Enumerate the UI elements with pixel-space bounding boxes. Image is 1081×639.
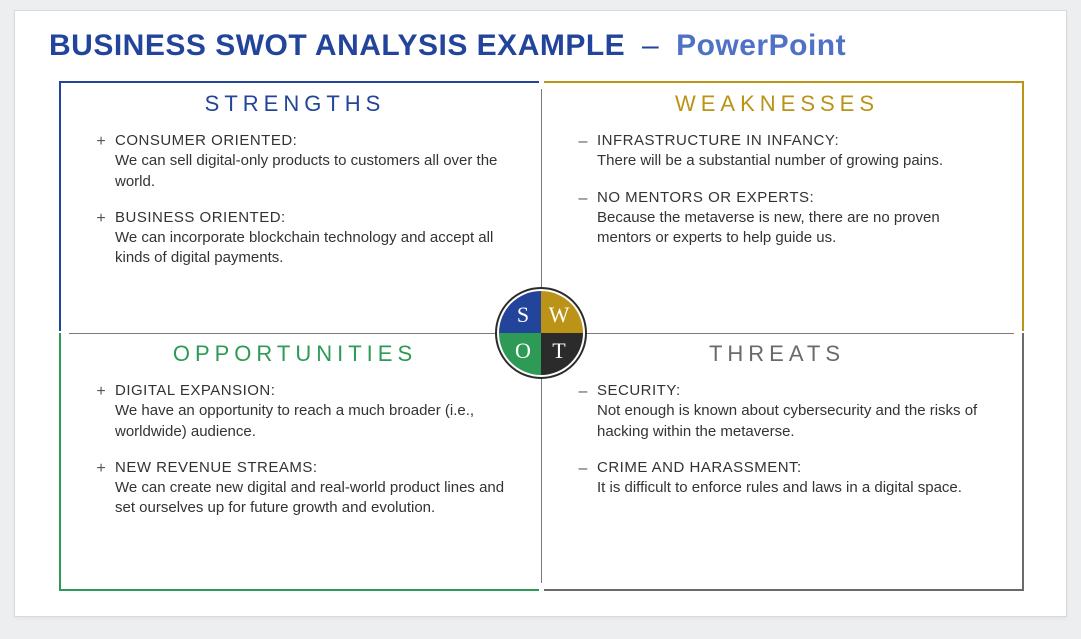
title-dash: – — [642, 29, 659, 62]
swot-circle-icon: S W O T — [499, 291, 583, 375]
heading-weaknesses: WEAKNESSES — [597, 91, 997, 117]
list-item: + BUSINESS ORIENTED: We can incorporate … — [115, 208, 515, 269]
minus-icon: – — [575, 381, 591, 403]
item-heading: INFRASTRUCTURE IN INFANCY: — [597, 132, 839, 149]
item-heading: NEW REVENUE STREAMS: — [115, 459, 318, 476]
item-heading: NO MENTORS OR EXPERTS: — [597, 189, 814, 206]
item-body: Because the metaverse is new, there are … — [597, 209, 940, 246]
list-item: + NEW REVENUE STREAMS: We can create new… — [115, 458, 515, 519]
list-item: – CRIME AND HARASSMENT: It is difficult … — [597, 458, 997, 499]
plus-icon: + — [93, 381, 109, 403]
plus-icon: + — [93, 458, 109, 480]
heading-opportunities: OPPORTUNITIES — [115, 341, 515, 367]
plus-icon: + — [93, 131, 109, 153]
swot-card: BUSINESS SWOT ANALYSIS EXAMPLE – PowerPo… — [14, 10, 1067, 617]
page-title: BUSINESS SWOT ANALYSIS EXAMPLE – PowerPo… — [49, 29, 846, 63]
item-body: We can create new digital and real-world… — [115, 479, 504, 516]
quadrant-opportunities: OPPORTUNITIES + DIGITAL EXPANSION: We ha… — [59, 331, 541, 586]
item-body: There will be a substantial number of gr… — [597, 152, 943, 169]
list-item: – NO MENTORS OR EXPERTS: Because the met… — [597, 188, 997, 249]
title-main: BUSINESS SWOT ANALYSIS EXAMPLE — [49, 29, 625, 62]
quadrant-strengths: STRENGTHS + CONSUMER ORIENTED: We can se… — [59, 81, 541, 336]
item-heading: CONSUMER ORIENTED: — [115, 132, 297, 149]
minus-icon: – — [575, 188, 591, 210]
minus-icon: – — [575, 131, 591, 153]
quadrant-threats: THREATS – SECURITY: Not enough is known … — [541, 331, 1023, 586]
item-body: We can sell digital-only products to cus… — [115, 152, 497, 189]
item-heading: SECURITY: — [597, 382, 681, 399]
item-body: We can incorporate blockchain technology… — [115, 229, 493, 266]
list-item: + DIGITAL EXPANSION: We have an opportun… — [115, 381, 515, 442]
minus-icon: – — [575, 458, 591, 480]
item-heading: DIGITAL EXPANSION: — [115, 382, 275, 399]
quadrant-weaknesses: WEAKNESSES – INFRASTRUCTURE IN INFANCY: … — [541, 81, 1023, 336]
list-item: – SECURITY: Not enough is known about cy… — [597, 381, 997, 442]
item-body: Not enough is known about cybersecurity … — [597, 402, 977, 439]
list-item: + CONSUMER ORIENTED: We can sell digital… — [115, 131, 515, 192]
item-heading: CRIME AND HARASSMENT: — [597, 459, 802, 476]
plus-icon: + — [93, 208, 109, 230]
list-item: – INFRASTRUCTURE IN INFANCY: There will … — [597, 131, 997, 172]
item-body: We have an opportunity to reach a much b… — [115, 402, 474, 439]
title-sub: PowerPoint — [676, 29, 846, 62]
heading-strengths: STRENGTHS — [115, 91, 515, 117]
item-body: It is difficult to enforce rules and law… — [597, 479, 962, 496]
item-heading: BUSINESS ORIENTED: — [115, 209, 286, 226]
heading-threats: THREATS — [597, 341, 997, 367]
